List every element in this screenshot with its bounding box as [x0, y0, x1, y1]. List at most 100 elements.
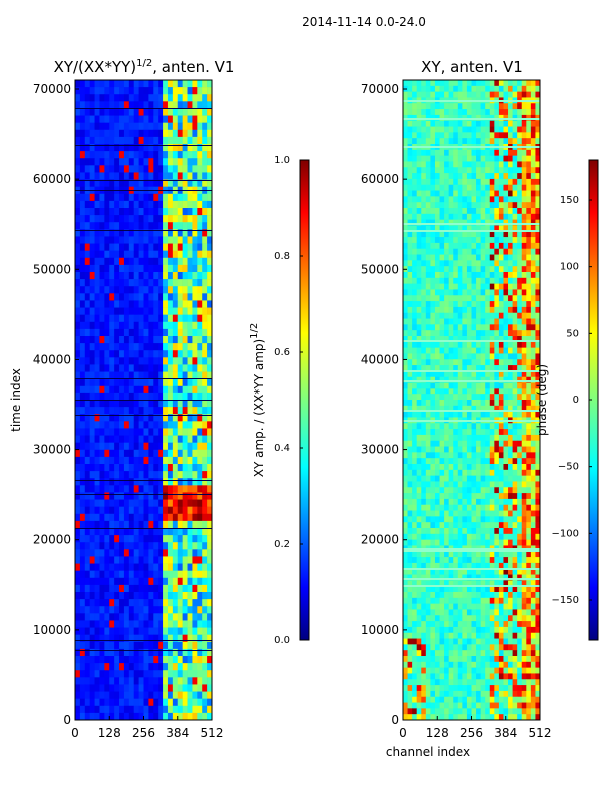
- heatmap-cell: [99, 272, 104, 279]
- heatmap-cell: [481, 231, 486, 237]
- heatmap-cell: [183, 699, 188, 706]
- heatmap-cell: [412, 156, 417, 162]
- heatmap-cell: [421, 307, 426, 313]
- heatmap-cell: [75, 151, 80, 158]
- heatmap-cell: [168, 123, 173, 130]
- heatmap-cell: [453, 173, 458, 179]
- heatmap-cell: [119, 521, 124, 528]
- heatmap-cell: [444, 534, 449, 540]
- heatmap-cell: [129, 407, 134, 414]
- heatmap-cell: [485, 359, 490, 365]
- heatmap-cell: [104, 350, 109, 357]
- heatmap-cell: [435, 301, 440, 307]
- heatmap-cell: [158, 165, 163, 172]
- heatmap-cell: [99, 300, 104, 307]
- heatmap-cell: [490, 121, 495, 127]
- heatmap-cell: [531, 202, 536, 208]
- heatmap-cell: [139, 308, 144, 315]
- heatmap-cell: [430, 243, 435, 249]
- heatmap-cell: [472, 255, 477, 261]
- heatmap-cell: [192, 300, 197, 307]
- heatmap-cell: [178, 642, 183, 649]
- heatmap-cell: [124, 165, 129, 172]
- heatmap-cell: [467, 511, 472, 517]
- heatmap-cell: [453, 348, 458, 354]
- heatmap-cell: [440, 313, 445, 319]
- heatmap-cell: [412, 301, 417, 307]
- heatmap-cell: [75, 343, 80, 350]
- heatmap-cell: [134, 336, 139, 343]
- heatmap-cell: [192, 364, 197, 371]
- heatmap-cell: [403, 132, 408, 138]
- heatmap-cell: [481, 161, 486, 167]
- heatmap-cell: [408, 295, 413, 301]
- heatmap-cell: [129, 628, 134, 635]
- heatmap-cell: [173, 528, 178, 535]
- heatmap-cell: [508, 80, 513, 86]
- heatmap-cell: [90, 172, 95, 179]
- heatmap-cell: [173, 485, 178, 492]
- heatmap-cell: [104, 108, 109, 115]
- heatmap-cell: [124, 343, 129, 350]
- heatmap-cell: [99, 613, 104, 620]
- heatmap-cell: [508, 150, 513, 156]
- heatmap-cell: [403, 185, 408, 191]
- heatmap-cell: [183, 329, 188, 336]
- heatmap-cell: [202, 151, 207, 158]
- heatmap-cell: [99, 535, 104, 542]
- heatmap-cell: [526, 452, 531, 458]
- x-tick-label: 0: [71, 726, 79, 740]
- heatmap-cell: [129, 364, 134, 371]
- heatmap-cell: [508, 255, 513, 261]
- heatmap-cell: [99, 549, 104, 556]
- heatmap-cell: [188, 357, 193, 364]
- heatmap-cell: [408, 516, 413, 522]
- heatmap-cell: [124, 677, 129, 684]
- heatmap-cell: [163, 492, 168, 499]
- heatmap-cell: [129, 585, 134, 592]
- heatmap-cell: [134, 244, 139, 251]
- heatmap-cell: [531, 243, 536, 249]
- heatmap-cell: [490, 173, 495, 179]
- heatmap-cell: [490, 132, 495, 138]
- heatmap-cell: [494, 173, 499, 179]
- heatmap-cell: [481, 249, 486, 255]
- heatmap-cell: [85, 172, 90, 179]
- heatmap-cell: [408, 540, 413, 546]
- heatmap-cell: [444, 278, 449, 284]
- heatmap-cell: [80, 215, 85, 222]
- heatmap-cell: [90, 300, 95, 307]
- heatmap-cell: [99, 251, 104, 258]
- heatmap-cell: [202, 379, 207, 386]
- heatmap-cell: [168, 286, 173, 293]
- heatmap-cell: [421, 441, 426, 447]
- heatmap-cell: [517, 400, 522, 406]
- heatmap-cell: [153, 137, 158, 144]
- heatmap-cell: [476, 278, 481, 284]
- heatmap-cell: [426, 487, 431, 493]
- heatmap-cell: [458, 499, 463, 505]
- heatmap-cell: [202, 130, 207, 137]
- heatmap-cell: [412, 481, 417, 487]
- heatmap-cell: [85, 244, 90, 251]
- heatmap-cell: [403, 324, 408, 330]
- heatmap-cell: [417, 191, 422, 197]
- heatmap-cell: [158, 308, 163, 315]
- heatmap-cell: [503, 185, 508, 191]
- heatmap-cell: [197, 151, 202, 158]
- heatmap-cell: [139, 94, 144, 101]
- heatmap-cell: [472, 260, 477, 266]
- heatmap-cell: [173, 172, 178, 179]
- heatmap-cell: [197, 329, 202, 336]
- heatmap-cell: [458, 342, 463, 348]
- heatmap-cell: [472, 522, 477, 528]
- heatmap-cell: [426, 266, 431, 272]
- heatmap-cell: [178, 535, 183, 542]
- heatmap-cell: [99, 670, 104, 677]
- heatmap-cell: [202, 329, 207, 336]
- heatmap-cell: [412, 167, 417, 173]
- heatmap-cell: [95, 464, 100, 471]
- heatmap-cell: [104, 514, 109, 521]
- heatmap-cell: [440, 540, 445, 546]
- heatmap-cell: [178, 500, 183, 507]
